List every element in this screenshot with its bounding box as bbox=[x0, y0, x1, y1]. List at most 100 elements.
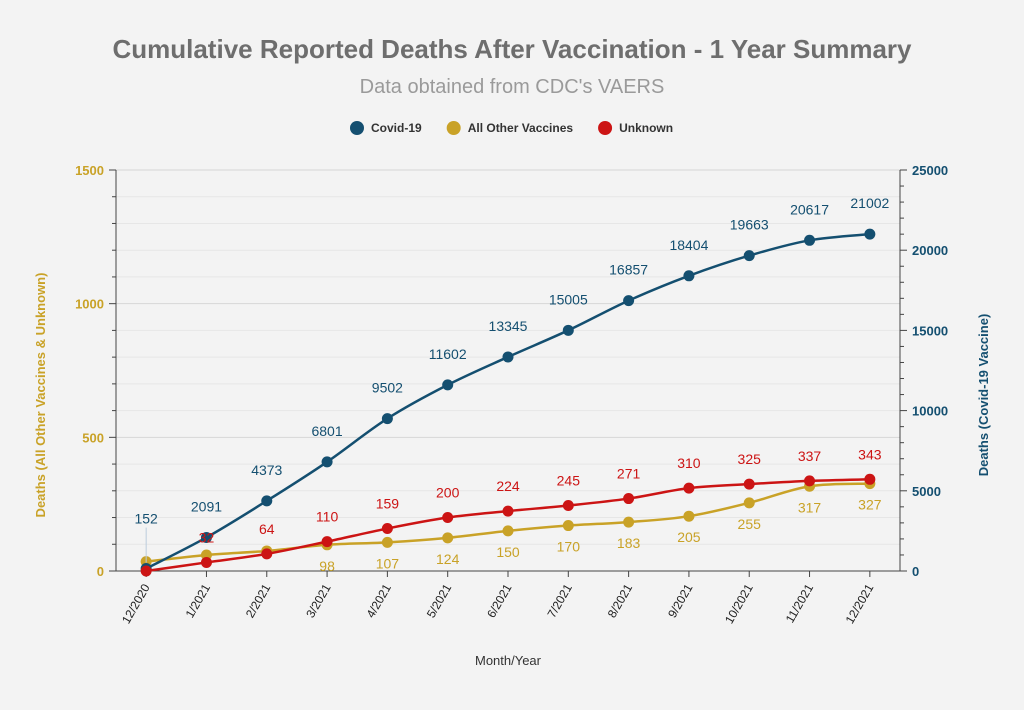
y-right-tick-label: 10000 bbox=[912, 404, 948, 419]
data-point-unknown[interactable] bbox=[261, 548, 273, 560]
data-point-covid-19[interactable] bbox=[442, 379, 454, 391]
data-point-unknown[interactable] bbox=[502, 505, 514, 517]
y-left-tick-label: 1500 bbox=[75, 163, 104, 178]
data-label-all-other-vaccines: 327 bbox=[858, 497, 882, 513]
legend-item-unknown[interactable]: Unknown bbox=[598, 121, 673, 135]
chart-subtitle: Data obtained from CDC's VAERS bbox=[360, 76, 665, 98]
legend: Covid-19 All Other Vaccines Unknown bbox=[350, 121, 673, 135]
data-label-unknown: 110 bbox=[316, 509, 339, 525]
data-point-covid-19[interactable] bbox=[261, 495, 273, 507]
y-axis-right-label: Deaths (Covid-19 Vaccine) bbox=[976, 314, 991, 477]
data-label-unknown: 245 bbox=[557, 473, 581, 489]
data-label-all-other-vaccines: 255 bbox=[738, 516, 762, 532]
data-label-all-other-vaccines: 183 bbox=[617, 535, 641, 551]
data-label-covid-19: 9502 bbox=[372, 380, 403, 396]
y-axis-left-label: Deaths (All Other Vaccines & Unknown) bbox=[33, 273, 48, 518]
legend-marker bbox=[598, 121, 613, 135]
data-label-covid-19: 19663 bbox=[730, 217, 769, 233]
data-point-covid-19[interactable] bbox=[502, 351, 514, 363]
data-point-covid-19[interactable] bbox=[200, 531, 212, 543]
x-tick-label: 9/2021 bbox=[665, 581, 696, 620]
series-line-covid-19 bbox=[145, 232, 870, 570]
data-point-all-other-vaccines[interactable] bbox=[381, 536, 393, 548]
y-left-tick-label: 0 bbox=[97, 564, 104, 579]
x-axis-label: Month/Year bbox=[475, 653, 542, 668]
data-point-covid-19[interactable] bbox=[562, 324, 574, 336]
y-right-tick-label: 20000 bbox=[912, 243, 948, 258]
legend-label: Covid-19 bbox=[371, 121, 422, 135]
data-label-covid-19: 15005 bbox=[549, 291, 588, 307]
data-label-all-other-vaccines: 317 bbox=[798, 499, 822, 515]
data-point-unknown[interactable] bbox=[381, 522, 393, 534]
data-label-covid-19: 11602 bbox=[429, 346, 467, 362]
data-point-unknown[interactable] bbox=[140, 565, 152, 577]
legend-item-all-other-vaccines[interactable]: All Other Vaccines bbox=[446, 121, 574, 135]
series-unknown bbox=[140, 473, 876, 577]
data-label-unknown: 64 bbox=[259, 521, 275, 537]
data-point-unknown[interactable] bbox=[442, 512, 454, 524]
data-label-unknown: 159 bbox=[376, 495, 400, 511]
data-point-unknown[interactable] bbox=[562, 500, 574, 512]
data-point-all-other-vaccines[interactable] bbox=[683, 510, 695, 522]
data-label-covid-19: 18404 bbox=[669, 237, 708, 253]
data-label-unknown: 310 bbox=[677, 455, 701, 471]
x-tick-label: 8/2021 bbox=[605, 581, 636, 620]
x-tick-label: 7/2021 bbox=[544, 581, 575, 620]
data-point-unknown[interactable] bbox=[743, 478, 755, 490]
data-label-unknown: 343 bbox=[858, 446, 882, 462]
y-right-tick-label: 15000 bbox=[912, 323, 948, 338]
data-label-covid-19: 13345 bbox=[489, 318, 528, 334]
data-point-covid-19[interactable] bbox=[321, 456, 333, 468]
legend-label: All Other Vaccines bbox=[468, 121, 574, 135]
data-point-unknown[interactable] bbox=[321, 536, 333, 548]
x-tick-label: 12/2021 bbox=[843, 581, 877, 626]
data-point-covid-19[interactable] bbox=[864, 228, 876, 240]
data-point-unknown[interactable] bbox=[623, 493, 635, 505]
data-label-unknown: 32 bbox=[199, 529, 215, 545]
y-right-tick-label: 25000 bbox=[912, 163, 948, 178]
data-point-covid-19[interactable] bbox=[804, 234, 816, 246]
data-label-covid-19: 152 bbox=[134, 511, 158, 527]
data-point-unknown[interactable] bbox=[864, 473, 876, 485]
data-label-all-other-vaccines: 205 bbox=[677, 529, 701, 545]
legend-item-covid-19[interactable]: Covid-19 bbox=[350, 121, 422, 135]
y-right-tick-label: 0 bbox=[912, 564, 919, 579]
data-label-all-other-vaccines: 107 bbox=[376, 555, 400, 571]
data-point-unknown[interactable] bbox=[200, 556, 212, 568]
data-label-covid-19: 6801 bbox=[311, 423, 342, 439]
data-label-all-other-vaccines: 170 bbox=[557, 539, 581, 555]
data-point-all-other-vaccines[interactable] bbox=[743, 497, 755, 509]
series-covid-19 bbox=[140, 228, 876, 575]
data-point-all-other-vaccines[interactable] bbox=[562, 520, 574, 532]
x-tick-label: 2/2021 bbox=[243, 581, 274, 620]
data-point-covid-19[interactable] bbox=[743, 250, 755, 262]
data-point-unknown[interactable] bbox=[683, 482, 695, 494]
x-tick-label: 6/2021 bbox=[484, 581, 515, 620]
data-point-all-other-vaccines[interactable] bbox=[502, 525, 514, 537]
chart-title: Cumulative Reported Deaths After Vaccina… bbox=[112, 34, 912, 64]
data-label-all-other-vaccines: 124 bbox=[436, 551, 460, 567]
data-point-covid-19[interactable] bbox=[381, 413, 393, 425]
data-point-covid-19[interactable] bbox=[683, 270, 695, 282]
legend-marker bbox=[446, 121, 461, 135]
data-label-covid-19: 21002 bbox=[850, 195, 889, 211]
data-point-covid-19[interactable] bbox=[623, 295, 635, 307]
legend-label: Unknown bbox=[619, 121, 673, 135]
data-label-covid-19: 2091 bbox=[191, 498, 222, 514]
data-label-unknown: 271 bbox=[617, 466, 641, 482]
data-label-covid-19: 16857 bbox=[609, 262, 648, 278]
data-point-unknown[interactable] bbox=[804, 475, 816, 487]
data-label-unknown: 325 bbox=[738, 451, 762, 467]
x-tick-label: 11/2021 bbox=[783, 581, 817, 625]
data-point-all-other-vaccines[interactable] bbox=[623, 516, 635, 528]
data-point-all-other-vaccines[interactable] bbox=[442, 532, 454, 544]
data-label-covid-19: 4373 bbox=[251, 462, 282, 478]
y-left-tick-label: 1000 bbox=[75, 297, 104, 312]
data-label-unknown: 224 bbox=[496, 478, 520, 494]
x-tick-label: 3/2021 bbox=[303, 581, 334, 620]
data-label-unknown: 337 bbox=[798, 448, 822, 464]
x-tick-label: 1/2021 bbox=[183, 581, 214, 620]
data-label-unknown: 200 bbox=[436, 485, 460, 501]
